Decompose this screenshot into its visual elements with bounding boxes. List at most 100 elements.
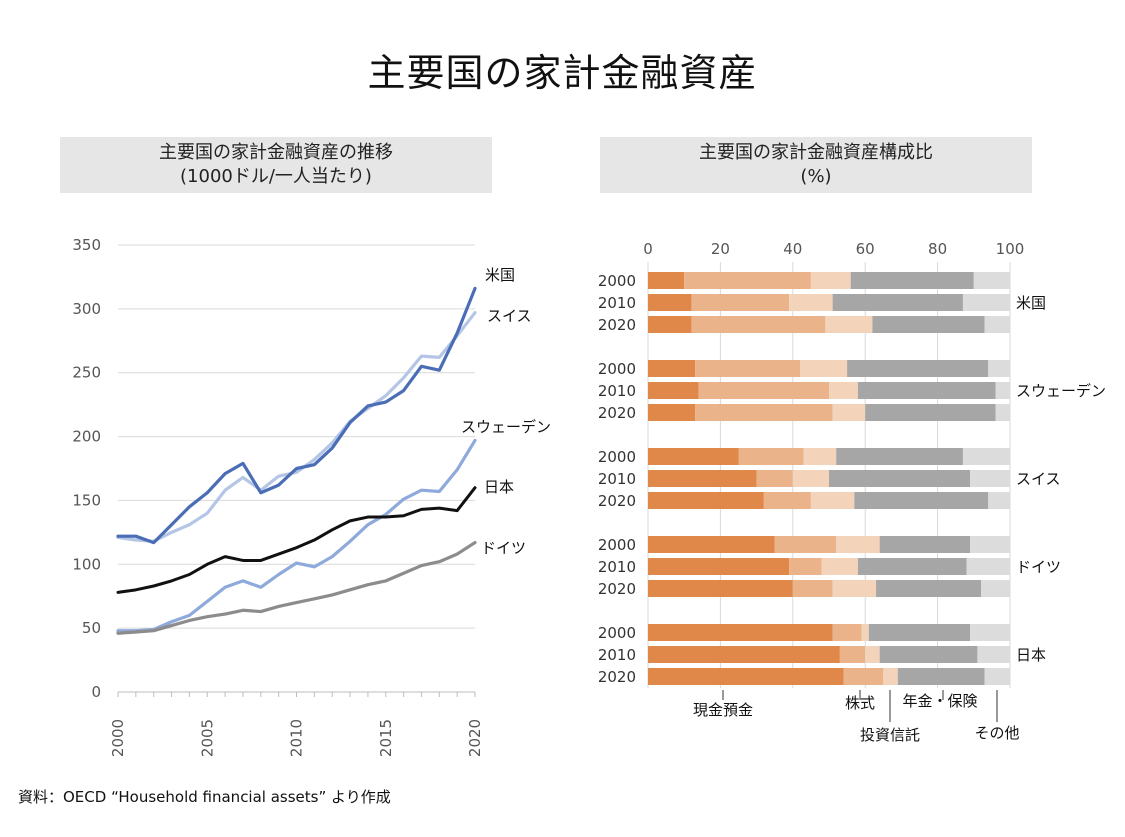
year-label: 2020	[598, 668, 636, 686]
series-line	[116, 311, 477, 543]
legend-label: 現金預金	[693, 701, 753, 719]
line-chart-subtitle: (1000ドル/一人当たり)	[180, 166, 372, 187]
bar-chart-subtitle: (%)	[800, 166, 832, 187]
year-label: 2010	[598, 470, 636, 488]
series-line	[116, 540, 477, 635]
bar-segment	[984, 316, 1010, 333]
x-tick-label: 100	[996, 240, 1025, 258]
bar-chart-title: 主要国の家計金融資産構成比	[699, 142, 933, 163]
bar-segment	[981, 580, 1010, 597]
legend-label: その他	[974, 724, 1019, 742]
legend-label: 年金・保険	[902, 692, 977, 710]
bar-segment	[836, 448, 963, 465]
bar-segment	[865, 646, 880, 663]
year-label: 2000	[598, 360, 636, 378]
bar-segment	[648, 558, 790, 575]
bar-segment	[829, 382, 858, 399]
bar-segment	[648, 624, 833, 641]
bar-segment	[774, 536, 837, 553]
year-label: 2000	[598, 536, 636, 554]
x-tick-label: 2005	[198, 719, 216, 757]
main-title: 主要国の家計金融資産	[367, 51, 758, 95]
series-label: 日本	[484, 478, 514, 496]
bar-segment	[810, 272, 851, 289]
bar-segment	[839, 646, 866, 663]
series-label: スウェーデン	[461, 418, 551, 436]
source-note: 資料：OECD “Household financial assets” より作…	[18, 788, 391, 806]
bar-segment	[995, 382, 1010, 399]
x-tick-label: 2020	[466, 719, 484, 757]
bar-segment	[648, 470, 757, 487]
series-label: スイス	[487, 307, 532, 325]
x-tick-label: 2015	[377, 719, 395, 757]
bar-segment	[648, 404, 696, 421]
bar-segment	[803, 448, 837, 465]
bar-segment	[832, 404, 866, 421]
bar-segment	[695, 404, 833, 421]
x-tick-label: 60	[856, 240, 875, 258]
year-label: 2010	[598, 646, 636, 664]
year-label: 2000	[598, 624, 636, 642]
bar-segment	[684, 272, 811, 289]
year-label: 2000	[598, 272, 636, 290]
bar-segment	[763, 492, 811, 509]
x-tick-label: 40	[783, 240, 802, 258]
bar-segment	[691, 294, 790, 311]
series-line	[116, 286, 477, 545]
year-label: 2020	[598, 404, 636, 422]
bar-segment	[843, 668, 884, 685]
bar-segment	[648, 492, 764, 509]
bar-segment	[962, 294, 1010, 311]
year-label: 2020	[598, 492, 636, 510]
y-tick-label: 100	[72, 555, 101, 573]
x-tick-label: 20	[711, 240, 730, 258]
bar-segment	[832, 580, 877, 597]
bar-segment	[973, 272, 1010, 289]
bar-segment	[648, 448, 739, 465]
year-label: 2000	[598, 448, 636, 466]
bar-segment	[970, 624, 1010, 641]
country-label: 米国	[1016, 294, 1046, 312]
bar-segment	[821, 558, 858, 575]
y-tick-label: 50	[82, 619, 101, 637]
bar-segment	[970, 536, 1010, 553]
year-label: 2010	[598, 382, 636, 400]
series-label: ドイツ	[481, 539, 526, 557]
bar-segment	[648, 316, 692, 333]
bar-segment	[995, 404, 1010, 421]
bar-segment	[970, 470, 1010, 487]
bar-segment	[789, 558, 822, 575]
year-label: 2020	[598, 316, 636, 334]
y-tick-label: 150	[72, 491, 101, 509]
bar-chart-title-box: 主要国の家計金融資産構成比 (%)	[600, 137, 1032, 193]
legend-label: 投資信託	[860, 726, 920, 744]
bar-segment	[648, 668, 844, 685]
bar-segment	[836, 536, 880, 553]
series-label: 米国	[485, 266, 515, 284]
bar-segment	[962, 448, 1010, 465]
bar-segment	[648, 580, 793, 597]
bar-segment	[810, 492, 855, 509]
line-chart-title: 主要国の家計金融資産の推移	[159, 142, 393, 163]
bar-segment	[966, 558, 1010, 575]
bar-segment	[988, 492, 1010, 509]
bar-segment	[984, 668, 1010, 685]
bar-segment	[988, 360, 1010, 377]
bar-segment	[648, 294, 692, 311]
year-label: 2010	[598, 294, 636, 312]
line-chart-title-box: 主要国の家計金融資産の推移 (1000ドル/一人当たり)	[60, 137, 492, 193]
bar-segment	[698, 382, 829, 399]
x-tick-label: 2010	[288, 719, 306, 757]
bar-segment	[829, 470, 971, 487]
y-tick-label: 0	[91, 683, 101, 701]
y-tick-label: 200	[72, 428, 101, 446]
bar-segment	[854, 492, 989, 509]
x-tick-label: 2000	[109, 719, 127, 757]
x-tick-label: 0	[643, 240, 653, 258]
bar-segment	[850, 272, 974, 289]
bar-segment	[879, 536, 971, 553]
bar-segment	[825, 316, 873, 333]
y-tick-label: 250	[72, 364, 101, 382]
bar-segment	[876, 580, 982, 597]
